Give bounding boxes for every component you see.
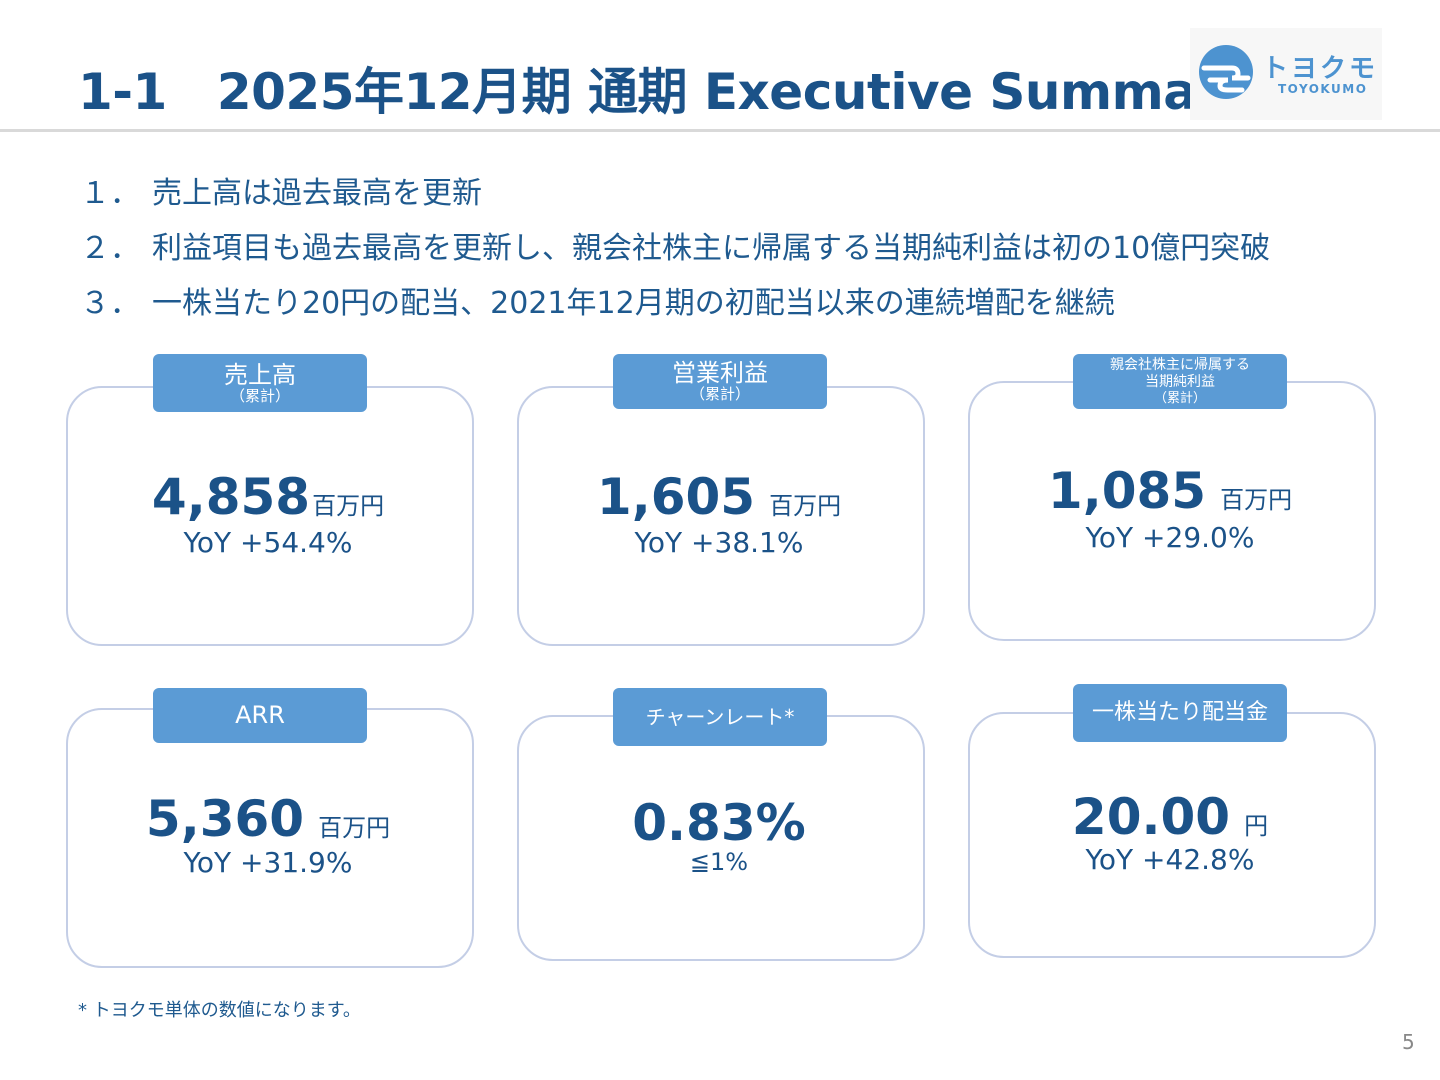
kpi-value-operating-profit: 1,605 百万円 xyxy=(517,468,921,526)
point-number: ２． xyxy=(80,231,140,266)
kpi-yoy-arr: YoY +31.9% xyxy=(183,846,353,879)
value-number: 1,085 xyxy=(1047,462,1207,520)
title-text: 2025年12月期 通期 Executive Summary xyxy=(216,63,1253,121)
value-number: 20.00 xyxy=(1071,788,1231,846)
logo-japanese-text: トヨクモ xyxy=(1262,54,1379,84)
kpi-card-churn-rate xyxy=(517,715,925,961)
kpi-yoy-net-income: YoY +29.0% xyxy=(1085,521,1255,554)
kpi-label-arr: ARR xyxy=(153,688,367,743)
point-text: 一株当たり20円の配当、2021年12月期の初配当以来の連続増配を継続 xyxy=(152,286,1115,321)
kpi-target-churn-rate: ≦1% xyxy=(689,848,749,876)
kpi-label-operating-profit: 営業利益 （累計） xyxy=(613,354,827,409)
kpi-card-arr xyxy=(66,708,474,968)
value-unit: 百万円 xyxy=(769,492,842,520)
kpi-label-net-income: 親会社株主に帰属する 当期純利益 （累計） xyxy=(1073,354,1287,409)
label-text: 営業利益 xyxy=(672,359,768,388)
point-text: 売上高は過去最高を更新 xyxy=(152,176,482,211)
value-number: 0.83% xyxy=(632,794,806,852)
kpi-label-churn-rate: チャーンレート* xyxy=(613,688,827,746)
section-number: 1-1 xyxy=(78,63,167,121)
label-subtext: （累計） xyxy=(1153,390,1206,406)
kpi-card-dividend xyxy=(968,712,1376,958)
kpi-value-dividend: 20.00 円 xyxy=(968,788,1372,846)
value-number: 1,605 xyxy=(596,468,756,526)
label-text-line2: 当期純利益 xyxy=(1145,373,1215,390)
kpi-yoy-operating-profit: YoY +38.1% xyxy=(634,526,804,559)
logo-english-text: TOYOKUMO xyxy=(1278,82,1368,96)
kpi-value-arr: 5,360 百万円 xyxy=(66,790,470,848)
summary-point-2: ２． 利益項目も過去最高を更新し、親会社株主に帰属する当期純利益は初の10億円突破 xyxy=(80,227,1270,282)
value-unit: 円 xyxy=(1244,812,1269,840)
value-unit: 百万円 xyxy=(312,492,385,520)
value-number: 4,858 xyxy=(151,468,311,526)
cloud-s-logo-icon xyxy=(1199,45,1253,99)
label-subtext: （累計） xyxy=(229,386,290,405)
kpi-value-revenue: 4,858百万円 xyxy=(66,468,470,526)
kpi-value-net-income: 1,085 百万円 xyxy=(968,462,1372,520)
summary-point-3: ３． 一株当たり20円の配当、2021年12月期の初配当以来の連続増配を継続 xyxy=(80,282,1270,337)
kpi-value-churn-rate: 0.83% xyxy=(517,794,921,852)
point-number: ３． xyxy=(80,286,140,321)
kpi-label-dividend: 一株当たり配当金 xyxy=(1073,684,1287,742)
kpi-card-operating-profit xyxy=(517,386,925,646)
kpi-yoy-revenue: YoY +54.4% xyxy=(183,526,353,559)
label-text: 売上高 xyxy=(224,360,296,389)
point-number: １． xyxy=(80,176,140,211)
company-logo: トヨクモ TOYOKUMO xyxy=(1190,28,1382,120)
kpi-card-revenue xyxy=(66,386,474,646)
label-text: チャーンレート* xyxy=(645,705,795,729)
value-unit: 百万円 xyxy=(1220,486,1293,514)
point-text: 利益項目も過去最高を更新し、親会社株主に帰属する当期純利益は初の10億円突破 xyxy=(152,231,1271,266)
summary-points: １． 売上高は過去最高を更新 ２． 利益項目も過去最高を更新し、親会社株主に帰属する… xyxy=(80,172,1270,337)
header-divider xyxy=(0,129,1440,132)
value-number: 5,360 xyxy=(145,790,305,848)
label-text: 一株当たり配当金 xyxy=(1091,699,1268,725)
page-number: 5 xyxy=(1402,1030,1415,1054)
value-unit: 百万円 xyxy=(318,814,391,842)
kpi-yoy-dividend: YoY +42.8% xyxy=(1085,843,1255,876)
page-title: 1-1 2025年12月期 通期 Executive Summary xyxy=(78,52,1253,124)
label-text: ARR xyxy=(235,701,285,730)
kpi-label-revenue: 売上高 （累計） xyxy=(153,354,367,412)
label-text: 親会社株主に帰属する xyxy=(1110,356,1250,373)
summary-point-1: １． 売上高は過去最高を更新 xyxy=(80,172,1270,227)
label-subtext: （累計） xyxy=(689,385,750,404)
footnote: * トヨクモ単体の数値になります。 xyxy=(78,1000,361,1021)
